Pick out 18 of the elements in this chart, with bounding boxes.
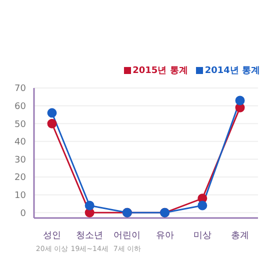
x-tick-label: 유아 xyxy=(156,231,174,241)
legend-label: 2014년 통계 xyxy=(204,65,260,77)
legend-label: 2015년 통계 xyxy=(132,65,188,77)
point xyxy=(198,200,208,210)
point xyxy=(235,96,245,106)
y-tick-label: 0 xyxy=(20,208,26,219)
y-tick-label: 40 xyxy=(14,138,26,148)
y-tick-label: 30 xyxy=(14,155,26,166)
point xyxy=(84,200,94,210)
point xyxy=(47,108,57,118)
y-tick-label: 70 xyxy=(14,84,26,94)
x-tick-label: 총계 xyxy=(231,231,249,241)
y-tick-label: 50 xyxy=(14,120,26,130)
point xyxy=(47,118,57,128)
x-tick-label: 미상 xyxy=(193,231,212,241)
y-tick-label: 20 xyxy=(14,173,26,184)
y-tick-label: 60 xyxy=(14,102,26,112)
y-tick-label: 10 xyxy=(14,191,26,202)
